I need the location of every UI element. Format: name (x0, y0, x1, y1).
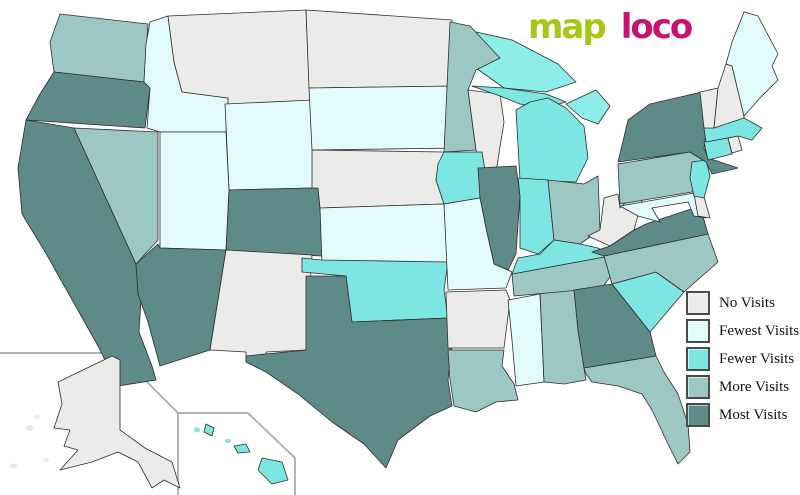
legend-item-more-visits: More Visits (686, 375, 799, 399)
legend-swatch-fewest-visits (686, 319, 710, 343)
legend-label: More Visits (719, 379, 790, 395)
state-florida (583, 355, 691, 465)
state-colorado (225, 187, 323, 257)
map-legend: No Visits Fewest Visits Fewer Visits Mor… (686, 291, 799, 431)
legend-item-no-visits: No Visits (686, 291, 799, 315)
legend-label: Fewest Visits (719, 323, 800, 339)
legend-swatch-fewer-visits (686, 347, 710, 371)
state-kansas (319, 203, 449, 265)
logo-text-loco: loco (620, 7, 694, 47)
state-montana (167, 9, 311, 107)
legend-item-fewest-visits: Fewest Visits (686, 319, 799, 343)
hawaii-island (225, 439, 231, 443)
state-arkansas (445, 289, 511, 349)
state-texas (245, 275, 453, 469)
legend-label: Most Visits (719, 407, 788, 423)
legend-item-most-visits: Most Visits (686, 403, 799, 427)
state-north-dakota (305, 9, 458, 89)
state-new-mexico (209, 249, 313, 365)
state-oregon (25, 71, 151, 129)
alaska-island (34, 414, 40, 420)
state-virginia (591, 205, 709, 257)
state-mississippi (507, 293, 545, 387)
alaska-island (26, 425, 34, 431)
alaska-island (10, 463, 18, 469)
maploco-logo[interactable]: map loco (528, 6, 694, 48)
state-new-jersey (689, 159, 711, 199)
legend-label: No Visits (719, 295, 775, 311)
alaska-inset-box (0, 352, 179, 495)
state-louisiana (447, 349, 519, 413)
legend-swatch-no-visits (686, 291, 710, 315)
legend-item-fewer-visits: Fewer Visits (686, 347, 799, 371)
state-south-dakota (308, 85, 463, 151)
state-washington (49, 13, 149, 83)
legend-swatch-most-visits (686, 403, 710, 427)
state-wyoming (224, 99, 319, 191)
legend-label: Fewer Visits (719, 351, 795, 367)
state-nevada (73, 127, 159, 265)
state-maine (725, 11, 779, 117)
hawaii-inset-box (178, 412, 296, 495)
alaska-island (43, 458, 49, 462)
legend-swatch-more-visits (686, 375, 710, 399)
logo-text-map: map (528, 7, 607, 47)
state-utah (159, 131, 230, 251)
hawaii-island (203, 423, 215, 437)
lake-huron (565, 89, 611, 125)
hawaii-island (257, 457, 289, 485)
state-missouri (443, 197, 513, 291)
state-alaska (53, 355, 181, 489)
hawaii-island (194, 427, 200, 433)
state-nebraska (311, 149, 445, 209)
hawaii-island (233, 443, 251, 454)
